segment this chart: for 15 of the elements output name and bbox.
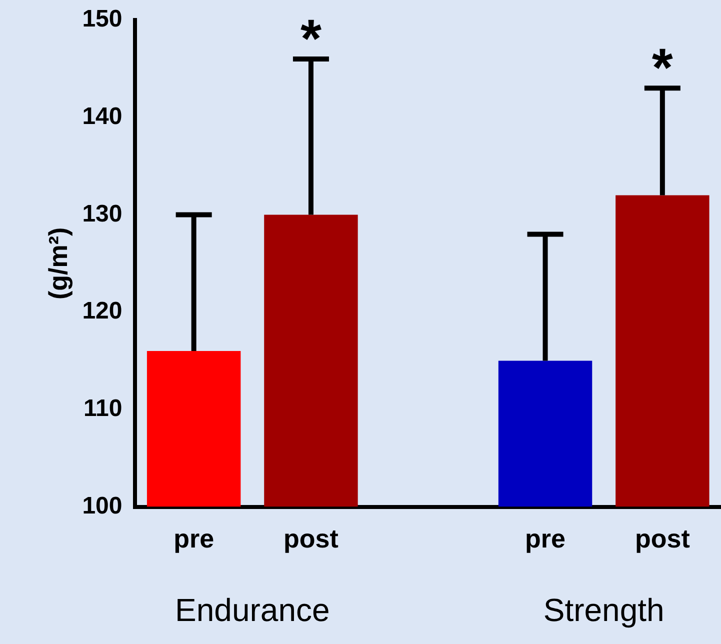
text: Endurance [175, 592, 330, 628]
y-tick-label: 150 [82, 6, 122, 33]
x-tick-label: pre [174, 524, 214, 554]
y-tick-label: 130 [82, 200, 122, 228]
y-tick-label: 120 [82, 298, 122, 325]
x-tick-label: pre [525, 524, 566, 554]
data-label: * [652, 38, 673, 98]
x-tick-label: post [634, 524, 690, 554]
text: Strength [543, 592, 664, 628]
y-axis-title: (g/m²) [42, 227, 73, 300]
data-label: * [300, 8, 322, 69]
x-tick-label: post [284, 524, 339, 554]
y-tick-label: 140 [82, 102, 122, 130]
y-tick-label: 110 [84, 395, 122, 422]
y-tick-label: 100 [82, 492, 122, 520]
